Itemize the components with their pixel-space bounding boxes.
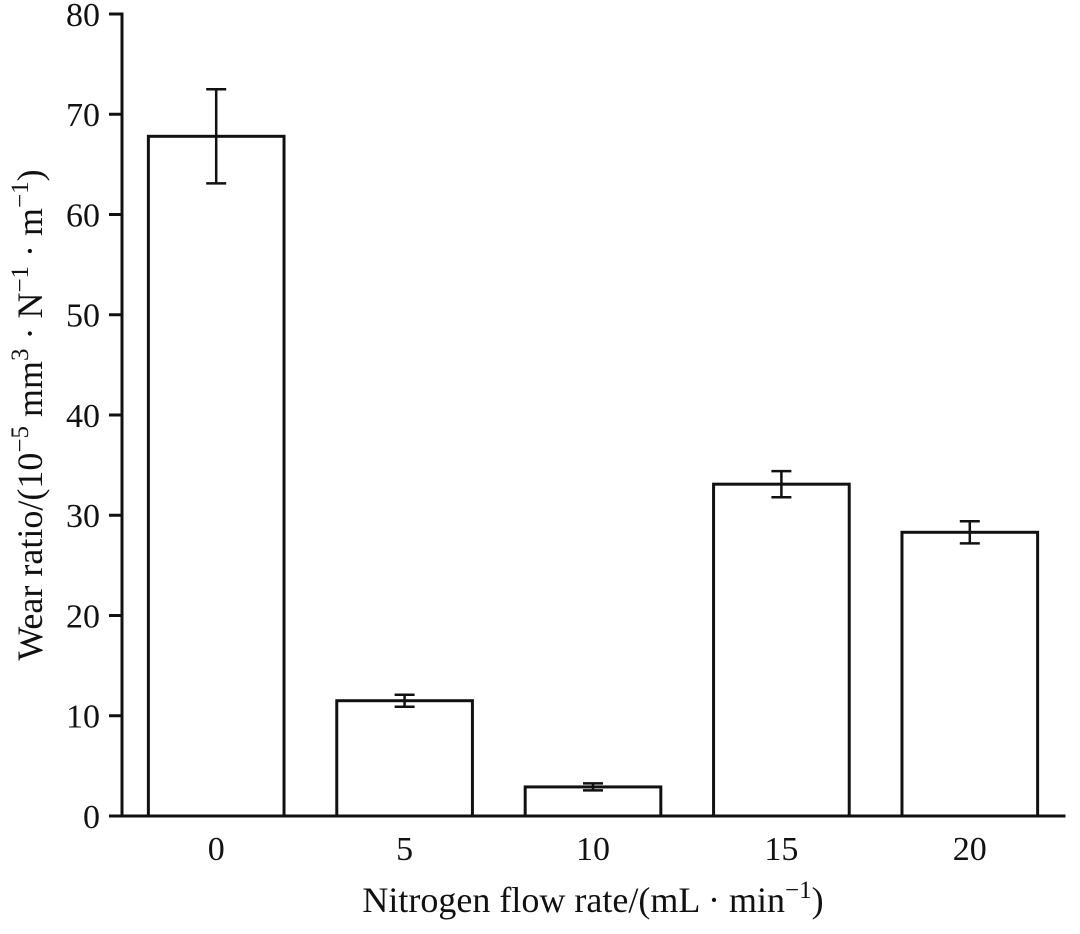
y-tick-label: 10 <box>66 699 100 736</box>
x-axis-title: Nitrogen flow rate/(mL · min−1) <box>362 877 823 920</box>
y-tick-label: 20 <box>66 598 100 635</box>
x-tick-label: 10 <box>576 831 610 868</box>
x-tick-label: 5 <box>396 831 413 868</box>
bar-group-20: 20 <box>900 520 1040 868</box>
bar <box>335 699 474 818</box>
bar <box>523 785 663 818</box>
bar-group-15: 15 <box>712 469 851 868</box>
bar-group-10: 10 <box>523 782 663 868</box>
y-tick-label: 30 <box>66 498 100 535</box>
y-tick-label: 50 <box>66 298 100 335</box>
bar <box>146 134 286 818</box>
y-tick-label: 80 <box>66 0 100 34</box>
x-tick-label: 15 <box>764 831 798 868</box>
y-tick-label: 60 <box>66 197 100 234</box>
y-axis-title: Wear ratio/(10−5 mm3 · N−1 · m−1) <box>7 169 50 660</box>
y-tick-label: 0 <box>83 799 100 836</box>
bar-group-5: 5 <box>335 693 474 868</box>
x-tick-label: 20 <box>953 831 987 868</box>
y-tick-label: 40 <box>66 398 100 435</box>
bar <box>900 530 1040 818</box>
x-tick-label: 0 <box>208 831 225 868</box>
y-tick-label: 70 <box>66 97 100 134</box>
bar-group-0: 0 <box>146 87 286 868</box>
bar <box>712 482 851 818</box>
